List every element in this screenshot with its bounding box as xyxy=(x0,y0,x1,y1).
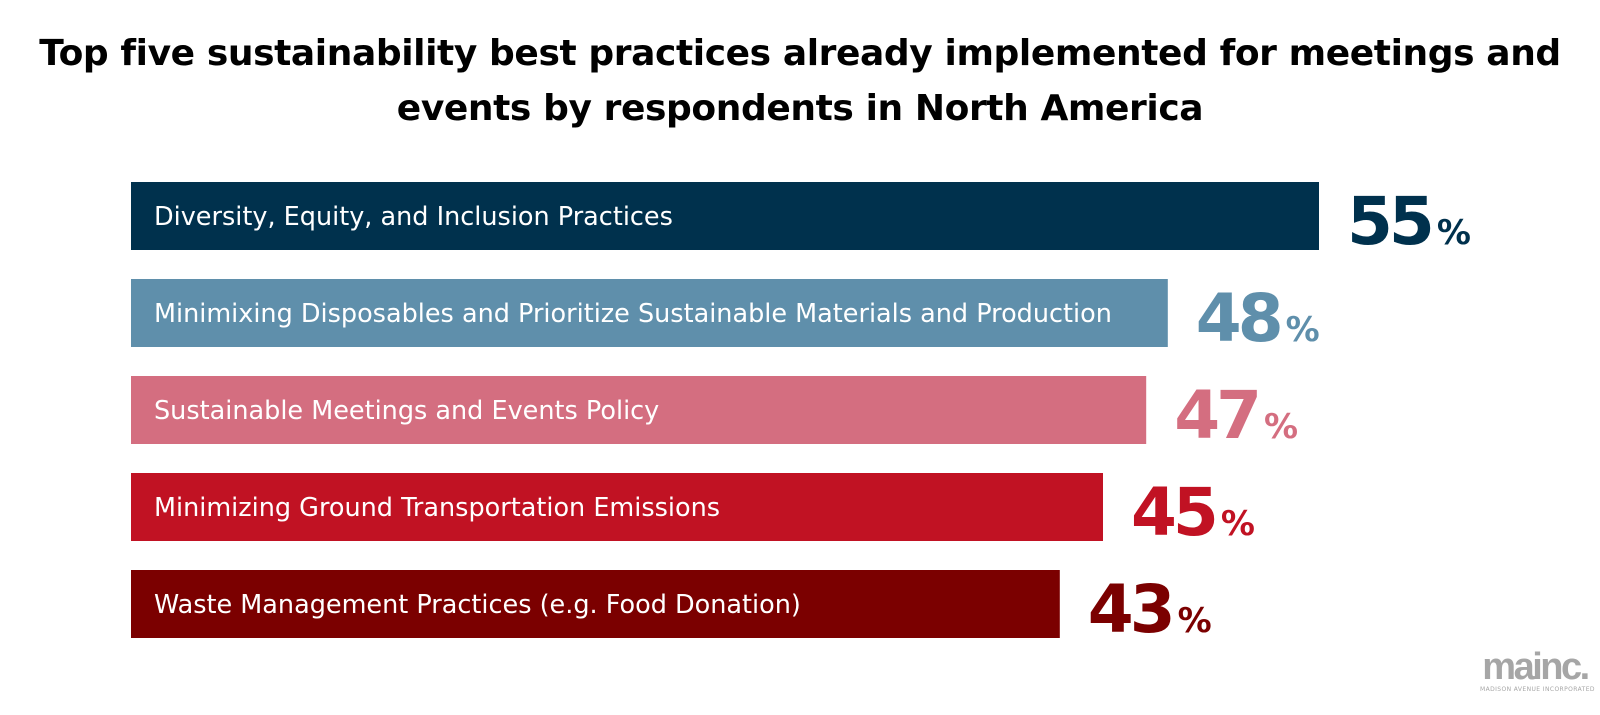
bar-label-1: Diversity, Equity, and Inclusion Practic… xyxy=(154,202,673,232)
chart-title: Top five sustainability best practices a… xyxy=(39,33,1561,129)
bar-label-2: Minimixing Disposables and Prioritize Su… xyxy=(154,299,1112,329)
bar-label-5: Waste Management Practices (e.g. Food Do… xyxy=(154,590,801,620)
bar-2 xyxy=(131,279,1168,347)
bar-4 xyxy=(131,473,1103,541)
bar-5 xyxy=(131,570,1060,638)
value-percent-sign-2: % xyxy=(1286,310,1320,350)
value-label-2: 48% xyxy=(1196,280,1320,357)
bar-label-4: Minimizing Ground Transportation Emissio… xyxy=(154,493,720,523)
value-percent-sign-3: % xyxy=(1264,407,1298,447)
value-label-1: 55% xyxy=(1347,183,1471,260)
value-percent-sign-5: % xyxy=(1178,601,1212,641)
value-percent-sign-4: % xyxy=(1221,504,1255,544)
value-label-4: 45% xyxy=(1131,474,1255,551)
value-number-4: 45 xyxy=(1131,474,1215,551)
logo-wordmark: mainc. xyxy=(1482,646,1590,688)
value-number-2: 48 xyxy=(1196,280,1280,357)
bar-3 xyxy=(131,376,1147,444)
bar-1 xyxy=(131,182,1319,250)
value-label-5: 43% xyxy=(1088,571,1212,648)
value-number-3: 47 xyxy=(1174,377,1258,454)
value-percent-sign-1: % xyxy=(1437,213,1471,253)
logo-tagline: MADISON AVENUE INCORPORATED xyxy=(1480,686,1595,693)
value-number-1: 55 xyxy=(1347,183,1431,260)
mainc-logo: mainc. MADISON AVENUE INCORPORATED xyxy=(1480,646,1595,694)
value-label-3: 47% xyxy=(1174,377,1298,454)
bar-label-3: Sustainable Meetings and Events Policy xyxy=(154,396,659,426)
value-number-5: 43 xyxy=(1088,571,1172,648)
